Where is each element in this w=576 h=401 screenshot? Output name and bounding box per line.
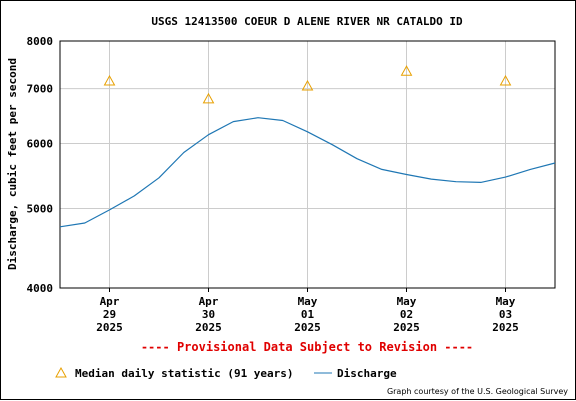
series-layer: [59, 117, 556, 228]
median-marker: [301, 80, 314, 91]
median-marker: [202, 92, 215, 104]
x-tick-label: May 03 2025: [492, 295, 519, 334]
provisional-notice: ---- Provisional Data Subject to Revisio…: [141, 340, 473, 354]
chart-title: USGS 12413500 COEUR D ALENE RIVER NR CAT…: [151, 15, 463, 28]
grid: [60, 40, 555, 289]
legend: Median daily statistic (91 years) Discha…: [55, 366, 397, 380]
y-tick-label: 7000: [27, 83, 54, 96]
y-axis-ticks: 4000 5000 6000 7000 8000: [27, 35, 54, 295]
y-tick-label: 8000: [27, 35, 54, 48]
median-marker: [400, 65, 413, 76]
x-axis-ticks: Apr 29 2025 Apr 30 2025 May 01 2025 May 02 2025 May 0…: [96, 288, 519, 334]
median-marker: [499, 74, 512, 86]
x-tick-label: May 02 2025: [393, 295, 420, 334]
median-marker: [103, 74, 116, 86]
credit-text: Graph courtesy of the U.S. Geological Su…: [387, 387, 568, 396]
y-tick-label: 4000: [27, 282, 54, 295]
discharge-line: [59, 117, 556, 228]
legend-discharge-label: Discharge: [337, 367, 397, 380]
x-tick-label: Apr 29 2025: [96, 295, 123, 334]
marker-layer: [103, 65, 512, 104]
legend-median-label: Median daily statistic (91 years): [75, 367, 294, 380]
y-tick-label: 5000: [27, 202, 54, 215]
x-tick-label: May 01 2025: [294, 295, 321, 334]
y-tick-label: 6000: [27, 138, 54, 151]
legend-triangle-icon: [55, 366, 67, 378]
y-axis-label: Discharge, cubic feet per second: [6, 58, 19, 270]
x-tick-label: Apr 30 2025: [195, 295, 222, 334]
